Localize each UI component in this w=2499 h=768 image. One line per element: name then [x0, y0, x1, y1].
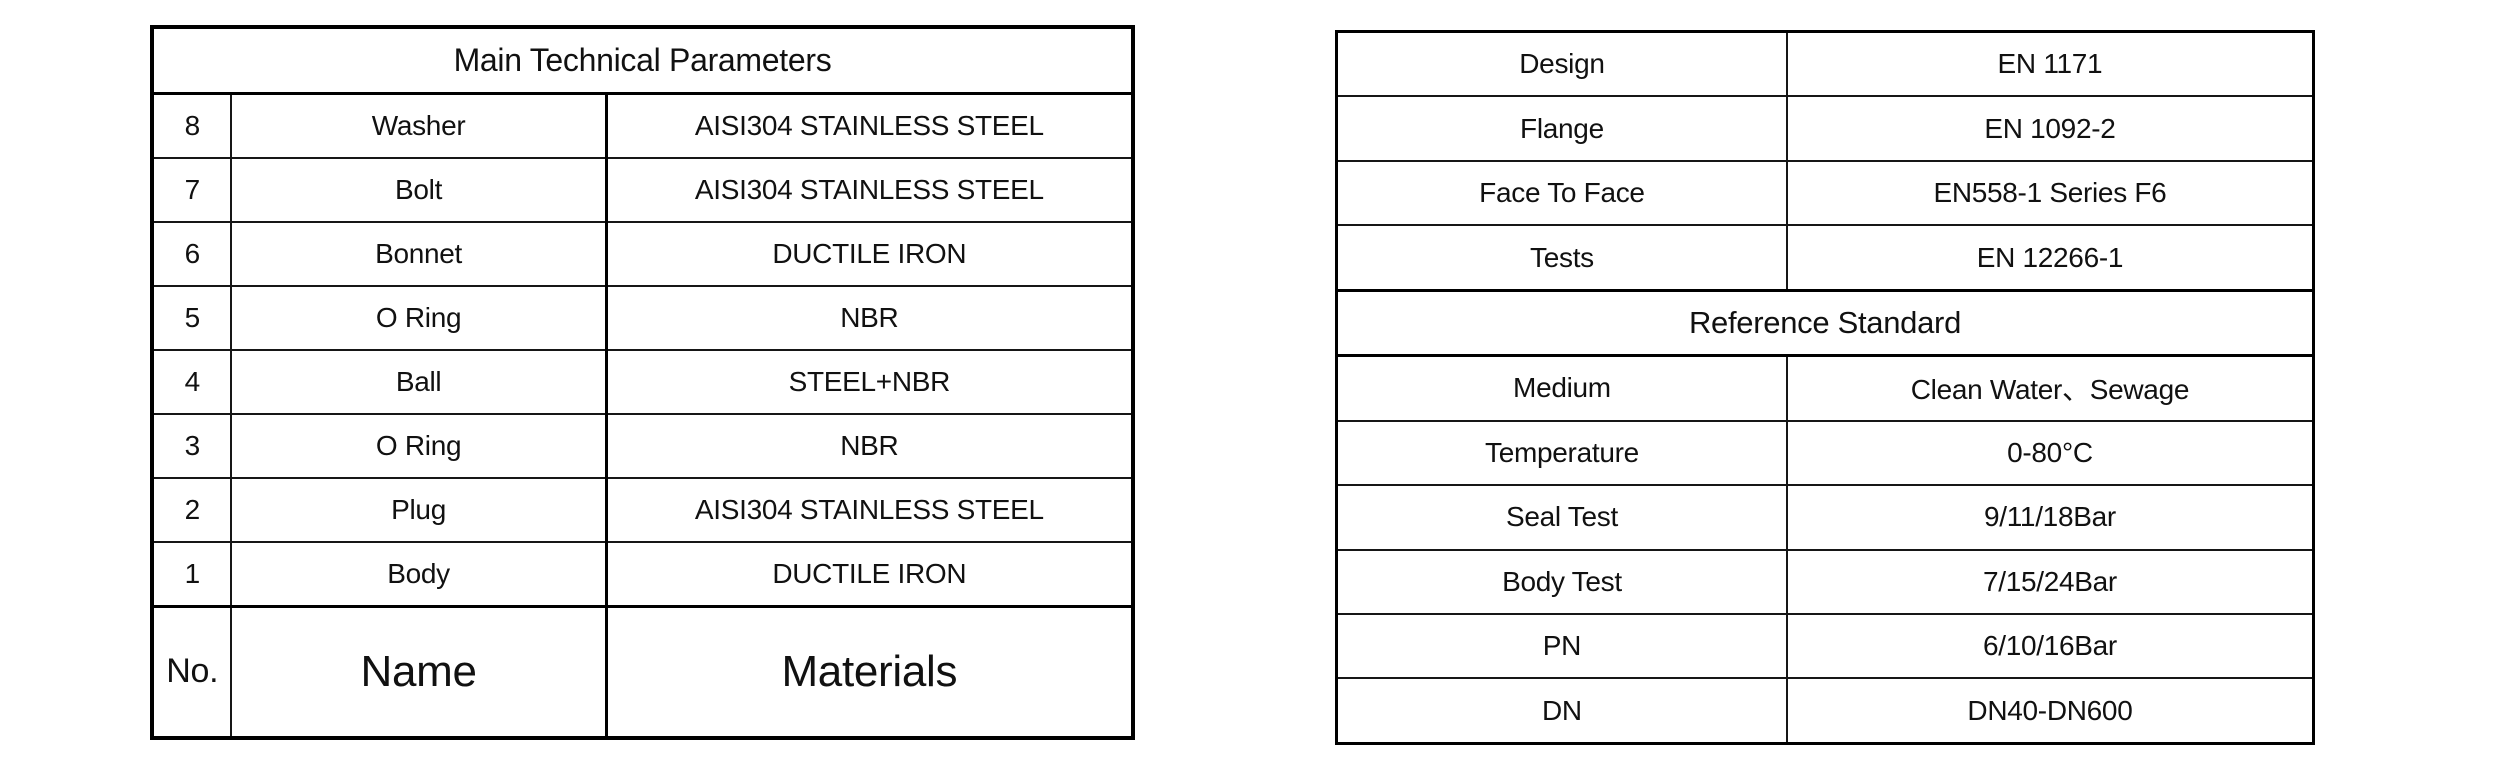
table-row: 1 Body DUCTILE IRON — [150, 540, 1134, 608]
materials-column-header: Materials — [605, 604, 1134, 739]
spec-label-cell: Design — [1335, 30, 1788, 98]
table-header-row: No. Name Materials — [150, 604, 1134, 739]
table-row: DN DN40-DN600 — [1335, 677, 2315, 745]
spec-value-cell: 0-80°C — [1785, 419, 2315, 487]
spec-value-cell: 6/10/16Bar — [1785, 613, 2315, 680]
spec-value-cell: EN 1092-2 — [1785, 95, 2315, 162]
table-row: Face To Face EN558-1 Series F6 — [1335, 159, 2315, 227]
table-row: 6 Bonnet DUCTILE IRON — [150, 220, 1134, 287]
part-material-cell: STEEL+NBR — [605, 348, 1134, 415]
section-header-row: Reference Standard — [1335, 288, 2315, 358]
part-no-cell: 8 — [150, 92, 233, 160]
part-name-cell: O Ring — [230, 284, 608, 351]
part-no-cell: 5 — [150, 284, 233, 351]
table-row: Medium Clean Water、Sewage — [1335, 354, 2315, 422]
part-name-cell: Ball — [230, 348, 608, 415]
spec-value-cell: EN558-1 Series F6 — [1785, 159, 2315, 227]
part-name-cell: Body — [230, 540, 608, 608]
spec-value-cell: EN 1171 — [1785, 30, 2315, 98]
spec-label-cell: Body Test — [1335, 548, 1788, 616]
table-row: 7 Bolt AISI304 STAINLESS STEEL — [150, 157, 1134, 223]
part-name-cell: Bolt — [230, 157, 608, 223]
table-row: Design EN 1171 — [1335, 30, 2315, 98]
spec-label-cell: DN — [1335, 677, 1788, 745]
part-material-cell: DUCTILE IRON — [605, 540, 1134, 608]
spec-label-cell: Temperature — [1335, 419, 1788, 487]
part-material-cell: AISI304 STAINLESS STEEL — [605, 92, 1134, 160]
spec-value-cell: 7/15/24Bar — [1785, 548, 2315, 616]
table-row: 5 O Ring NBR — [150, 284, 1134, 351]
spec-value-cell: 9/11/18Bar — [1785, 484, 2315, 551]
part-name-cell: Plug — [230, 476, 608, 543]
table-row: Body Test 7/15/24Bar — [1335, 548, 2315, 616]
section-header: Reference Standard — [1335, 288, 2315, 358]
spec-label-cell: Medium — [1335, 354, 1788, 422]
part-material-cell: DUCTILE IRON — [605, 220, 1134, 287]
part-material-cell: AISI304 STAINLESS STEEL — [605, 476, 1134, 543]
table-row: PN 6/10/16Bar — [1335, 613, 2315, 680]
table-row: 2 Plug AISI304 STAINLESS STEEL — [150, 476, 1134, 543]
spec-value-cell: DN40-DN600 — [1785, 677, 2315, 745]
no-column-header: No. — [150, 604, 233, 739]
table-row: Temperature 0-80°C — [1335, 419, 2315, 487]
part-name-cell: O Ring — [230, 412, 608, 479]
part-material-cell: NBR — [605, 412, 1134, 479]
part-no-cell: 1 — [150, 540, 233, 608]
part-no-cell: 6 — [150, 220, 233, 287]
main-technical-parameters-table: Main Technical Parameters 8 Washer AISI3… — [150, 25, 1135, 740]
part-material-cell: NBR — [605, 284, 1134, 351]
table-title-row: Main Technical Parameters — [151, 26, 1134, 96]
table-title: Main Technical Parameters — [151, 26, 1134, 96]
part-name-cell: Bonnet — [230, 220, 608, 287]
spec-label-cell: Tests — [1335, 224, 1788, 292]
spec-label-cell: PN — [1335, 613, 1788, 680]
table-row: 8 Washer AISI304 STAINLESS STEEL — [150, 92, 1134, 160]
part-no-cell: 3 — [150, 412, 233, 479]
part-no-cell: 2 — [150, 476, 233, 543]
table-row: 4 Ball STEEL+NBR — [150, 348, 1134, 415]
spec-label-cell: Seal Test — [1335, 484, 1788, 551]
table-row: Tests EN 12266-1 — [1335, 224, 2315, 292]
spec-label-cell: Face To Face — [1335, 159, 1788, 227]
part-no-cell: 7 — [150, 157, 233, 223]
part-material-cell: AISI304 STAINLESS STEEL — [605, 157, 1134, 223]
spec-value-cell: Clean Water、Sewage — [1785, 354, 2315, 422]
spec-label-cell: Flange — [1335, 95, 1788, 162]
part-name-cell: Washer — [230, 92, 608, 160]
name-column-header: Name — [230, 604, 608, 739]
reference-standard-table: Design EN 1171 Flange EN 1092-2 Face To … — [1335, 30, 2315, 745]
table-row: 3 O Ring NBR — [150, 412, 1134, 479]
table-row: Flange EN 1092-2 — [1335, 95, 2315, 162]
spec-value-cell: EN 12266-1 — [1785, 224, 2315, 292]
part-no-cell: 4 — [150, 348, 233, 415]
table-row: Seal Test 9/11/18Bar — [1335, 484, 2315, 551]
